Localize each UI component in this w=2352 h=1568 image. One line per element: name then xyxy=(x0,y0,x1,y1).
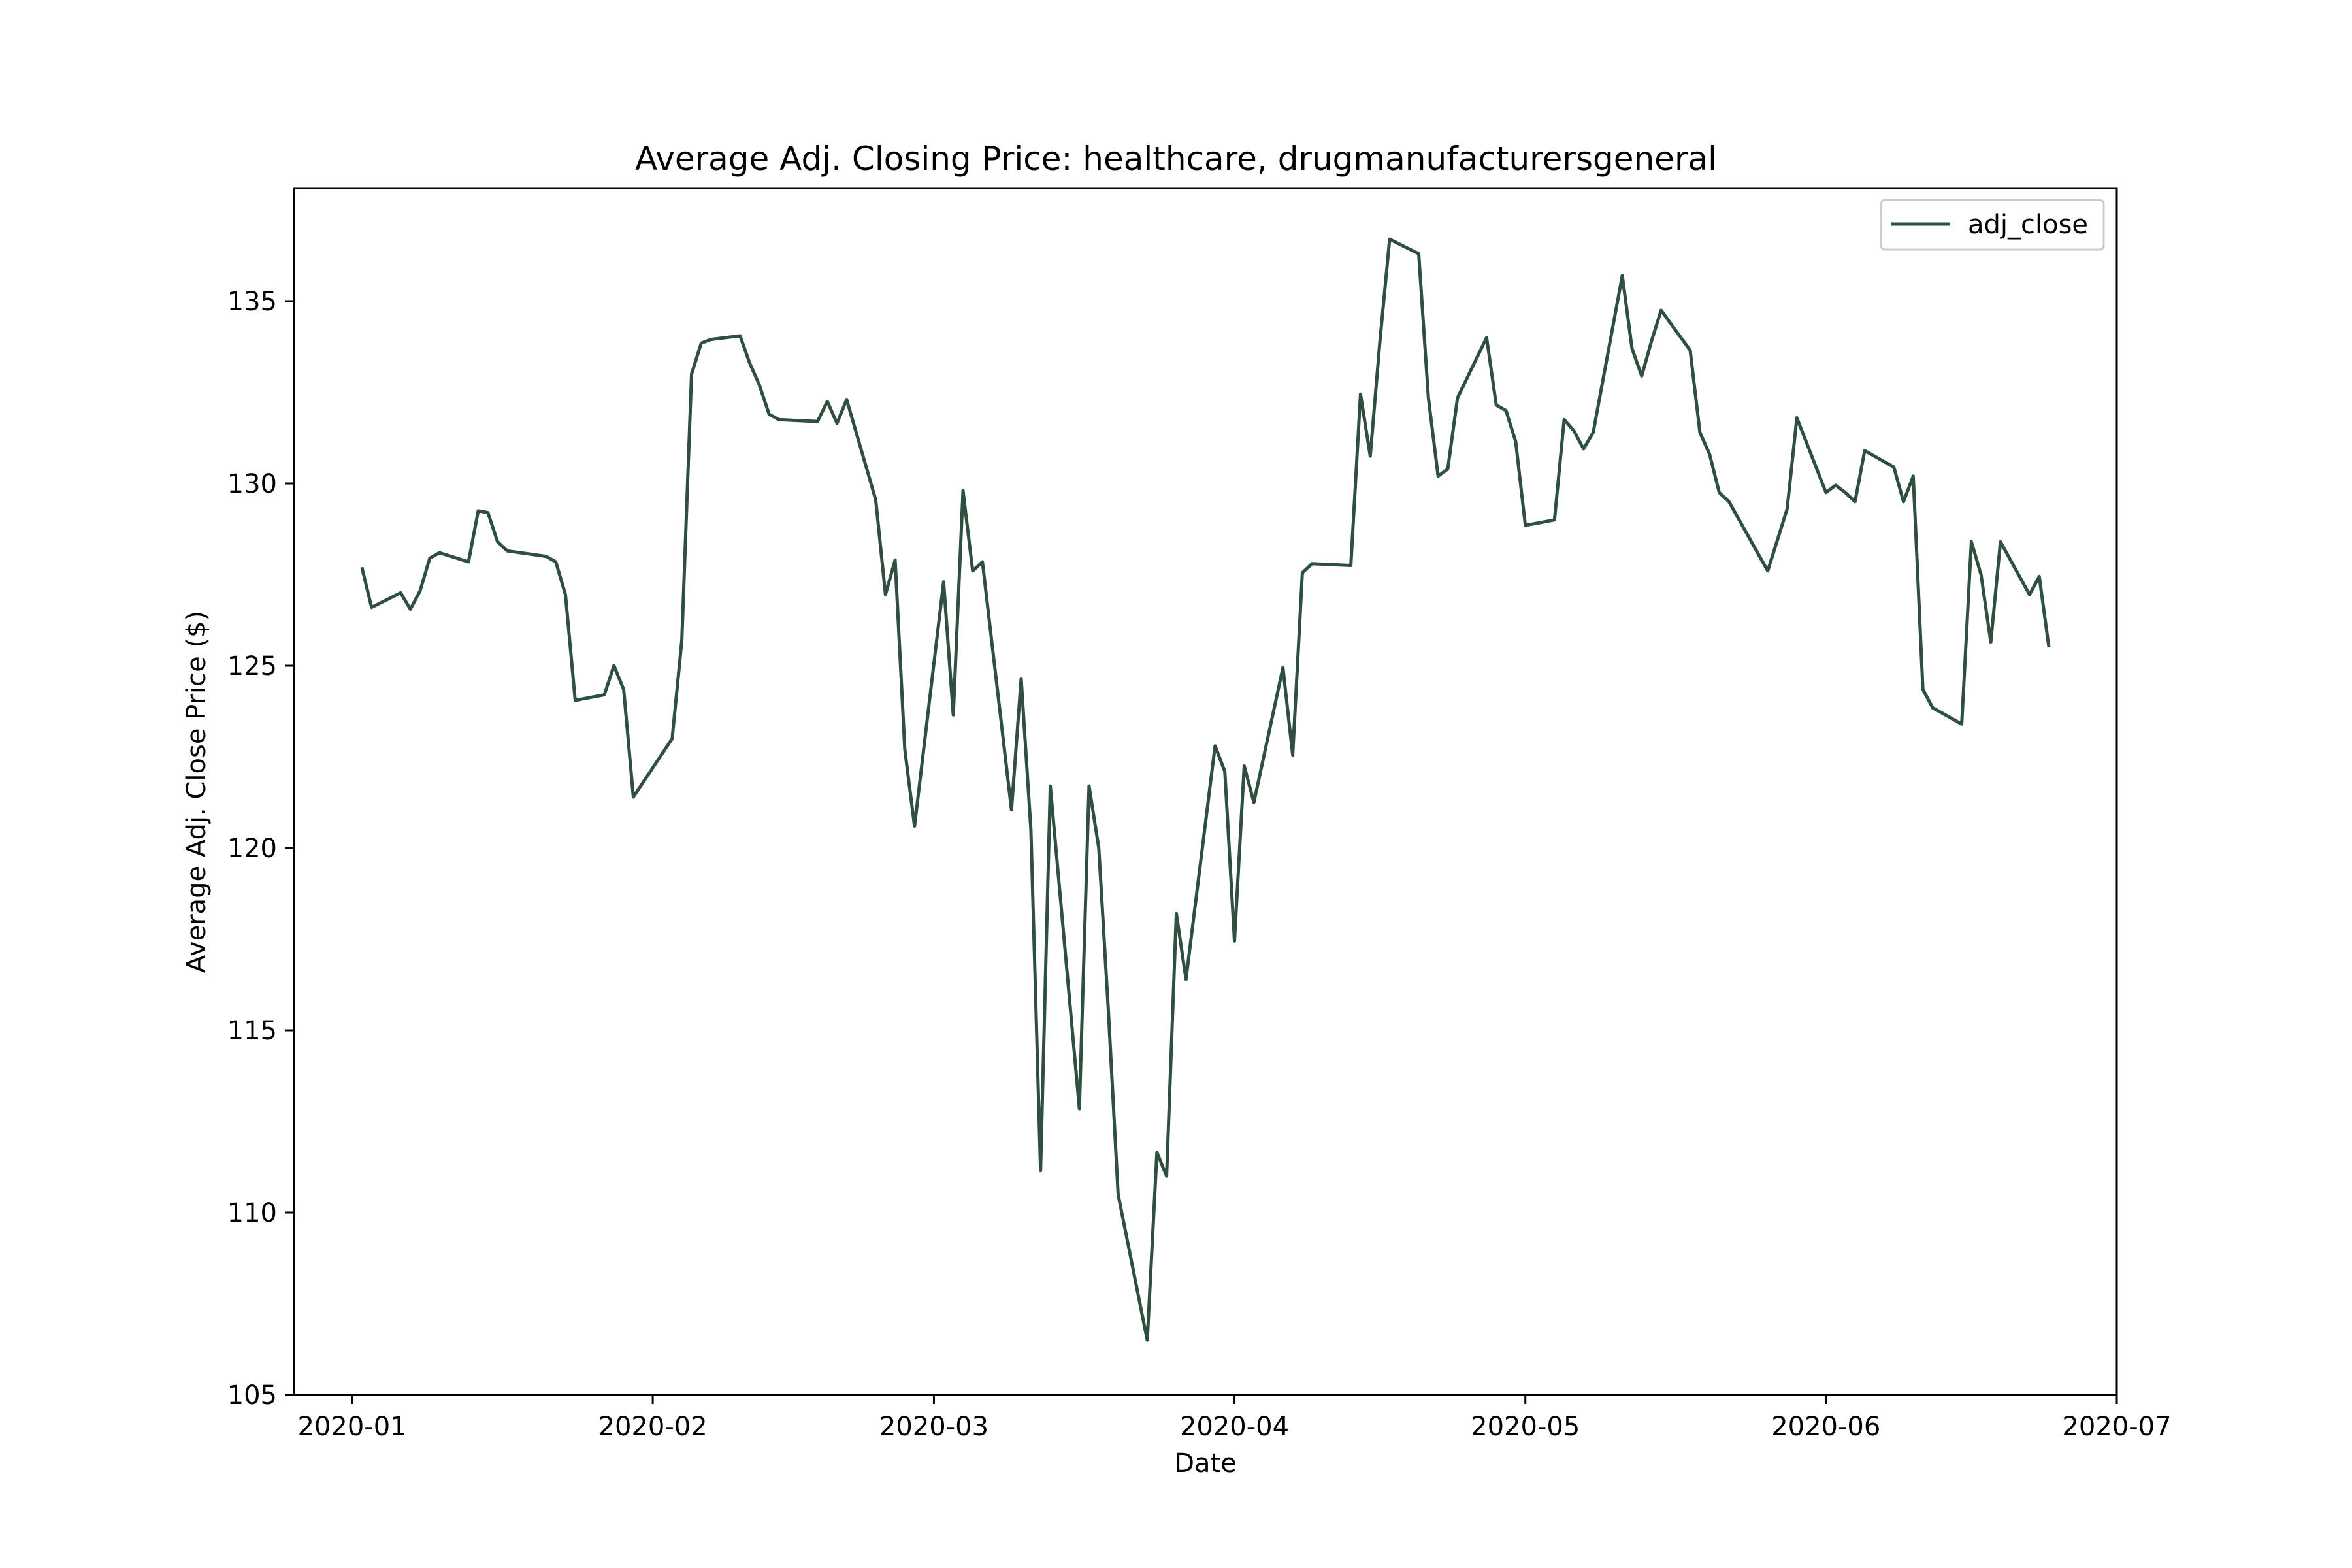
y-tick-label: 130 xyxy=(227,469,277,499)
y-axis-label: Average Adj. Close Price ($) xyxy=(182,611,212,973)
y-tick-label: 110 xyxy=(227,1198,277,1228)
y-tick-label: 135 xyxy=(227,287,277,317)
x-tick-label: 2020-03 xyxy=(879,1412,988,1442)
y-tick-label: 120 xyxy=(227,834,277,864)
y-tick-label: 115 xyxy=(227,1016,277,1046)
plot-area-frame xyxy=(293,187,2118,1396)
series-layer xyxy=(360,237,2051,1342)
x-tick-label: 2020-01 xyxy=(297,1412,406,1442)
y-axis-ticks: 105 110 115 120 125 130 135 xyxy=(227,287,294,1411)
legend-box xyxy=(1880,199,2105,251)
chart-title: Average Adj. Closing Price: healthcare, … xyxy=(635,140,1717,178)
legend: adj_close xyxy=(1880,199,2105,251)
x-tick-label: 2020-07 xyxy=(2062,1412,2171,1442)
x-tick-label: 2020-05 xyxy=(1471,1412,1580,1442)
x-tick-label: 2020-02 xyxy=(598,1412,708,1442)
x-tick-label: 2020-06 xyxy=(1771,1412,1880,1442)
x-tick-label: 2020-04 xyxy=(1180,1412,1289,1442)
x-axis-ticks: 2020-01 2020-02 2020-03 2020-04 2020-05 2020-… xyxy=(297,1395,2172,1442)
y-tick-label: 105 xyxy=(227,1380,277,1411)
x-axis-label: Date xyxy=(1174,1448,1237,1478)
y-tick-label: 125 xyxy=(227,651,277,681)
legend-label: adj_close xyxy=(1968,210,2088,240)
